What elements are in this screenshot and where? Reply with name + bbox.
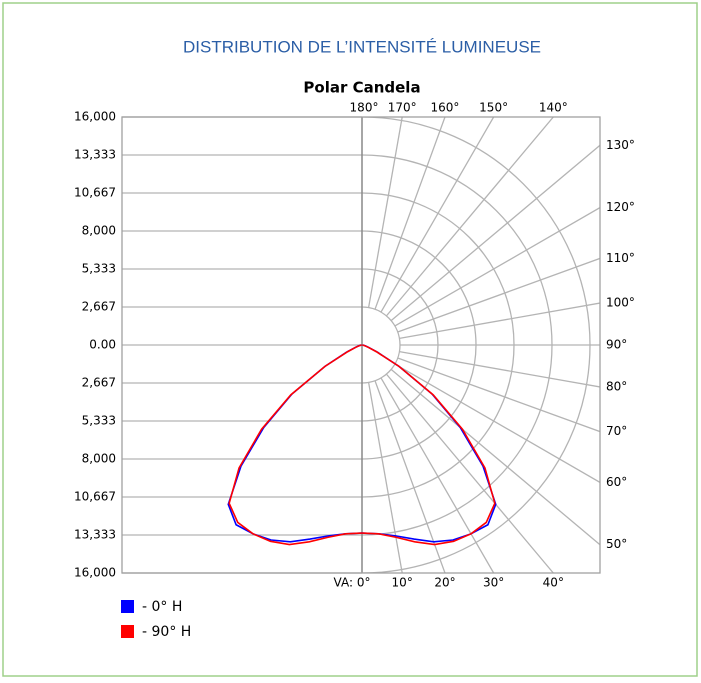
polar-grid xyxy=(361,117,600,573)
grid-line xyxy=(367,117,403,308)
angle-tick-label: 100° xyxy=(606,296,635,310)
legend-swatch xyxy=(121,625,134,638)
r-tick-label: 8,000 xyxy=(82,452,116,466)
grid-line xyxy=(367,382,403,573)
angle-tick-label: 20° xyxy=(434,576,455,590)
grid-line xyxy=(397,257,600,333)
angle-tick-label: 80° xyxy=(606,379,627,393)
angle-tick-label: 30° xyxy=(483,576,504,590)
angle-tick-label: 160° xyxy=(431,101,460,115)
angle-tick-label: 90° xyxy=(606,338,627,352)
grid-line xyxy=(399,350,600,388)
angle-tick-label: 170° xyxy=(388,101,417,115)
angle-tick-label: 180° xyxy=(350,101,379,115)
grid-line xyxy=(385,117,554,317)
plot-frame xyxy=(121,116,601,574)
chart-subtitle: Polar Candela xyxy=(303,79,420,97)
r-tick-label: 10,667 xyxy=(74,490,116,504)
angle-tick-label: 70° xyxy=(606,424,627,438)
r-tick-label: 8,000 xyxy=(82,224,116,238)
grid-line xyxy=(380,117,495,313)
angle-tick-label: 120° xyxy=(606,200,635,214)
angle-tick-label: 150° xyxy=(479,101,508,115)
legend-label: - 90° H xyxy=(142,624,191,640)
r-tick-label: 5,333 xyxy=(82,262,116,276)
grid-line xyxy=(390,144,600,322)
grid-line xyxy=(399,302,600,340)
angle-tick-label: VA: 0° xyxy=(334,576,371,590)
r-tick-label: 5,333 xyxy=(82,413,116,427)
series-line xyxy=(228,344,363,546)
grid-line xyxy=(385,373,554,573)
r-tick-label: 0.00 xyxy=(89,338,116,352)
angle-tick-label: 110° xyxy=(606,251,635,265)
angle-tick-label: 140° xyxy=(539,101,568,115)
angle-tick-label: 130° xyxy=(606,138,635,152)
angle-tick-label: 40° xyxy=(543,576,564,590)
grid-line xyxy=(394,207,600,327)
r-tick-label: 16,000 xyxy=(74,566,116,580)
grid-line xyxy=(397,357,600,433)
r-tick-label: 2,667 xyxy=(82,376,116,390)
grid-line xyxy=(394,363,600,483)
r-tick-label: 16,000 xyxy=(74,110,116,124)
series-line xyxy=(361,344,496,546)
grid-line xyxy=(380,377,495,573)
r-tick-label: 2,667 xyxy=(82,299,116,313)
r-tick-label: 13,333 xyxy=(74,148,116,162)
grid-line xyxy=(390,368,600,546)
r-tick-label: 10,667 xyxy=(74,185,116,199)
r-tick-label: 13,333 xyxy=(74,527,116,541)
legend-swatch xyxy=(121,600,134,613)
angle-tick-label: 50° xyxy=(606,537,627,551)
angle-tick-label: 10° xyxy=(392,576,413,590)
angle-tick-label: 60° xyxy=(606,475,627,489)
chart-title: DISTRIBUTION DE L’INTENSITÉ LUMINEUSE xyxy=(183,37,541,56)
grid-line xyxy=(374,380,446,573)
grid-line xyxy=(374,117,446,310)
legend-label: - 0° H xyxy=(142,599,182,615)
